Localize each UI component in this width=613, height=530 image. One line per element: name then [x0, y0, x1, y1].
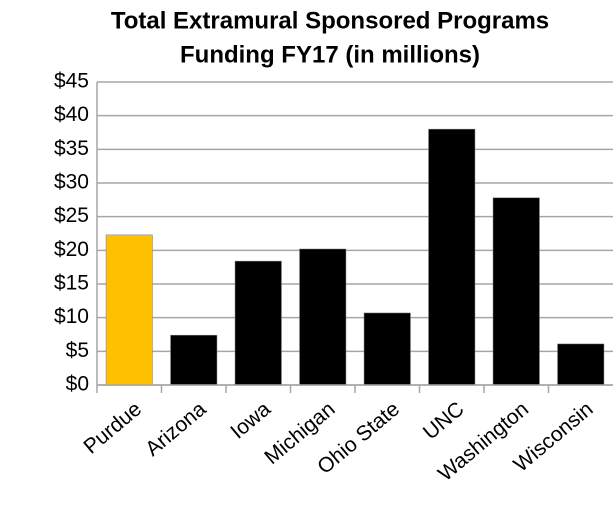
chart-title: Funding FY17 (in millions)	[180, 41, 480, 68]
y-tick-label: $5	[66, 339, 89, 362]
x-tick-label: Iowa	[226, 397, 275, 443]
y-tick-label: $25	[54, 204, 89, 227]
y-tick-label: $10	[54, 305, 89, 328]
y-tick-label: $30	[54, 171, 89, 194]
bar	[234, 260, 282, 386]
y-tick-label: $35	[54, 137, 89, 160]
x-tick-label: Arizona	[141, 397, 211, 461]
y-tick-label: $40	[54, 103, 89, 126]
chart-title: Total Extramural Sponsored Programs	[111, 7, 549, 34]
bar	[170, 334, 218, 386]
bar	[363, 312, 411, 386]
x-tick-label: Purdue	[79, 397, 146, 458]
x-tick-label: UNC	[419, 397, 469, 444]
y-tick-label: $0	[66, 373, 89, 396]
bar	[492, 197, 540, 386]
bar	[299, 248, 347, 386]
y-tick-label: $20	[54, 238, 89, 261]
y-tick-label: $45	[54, 70, 89, 93]
bar	[557, 343, 605, 386]
bar	[428, 128, 476, 386]
bar	[105, 234, 153, 386]
y-tick-label: $15	[54, 272, 89, 295]
